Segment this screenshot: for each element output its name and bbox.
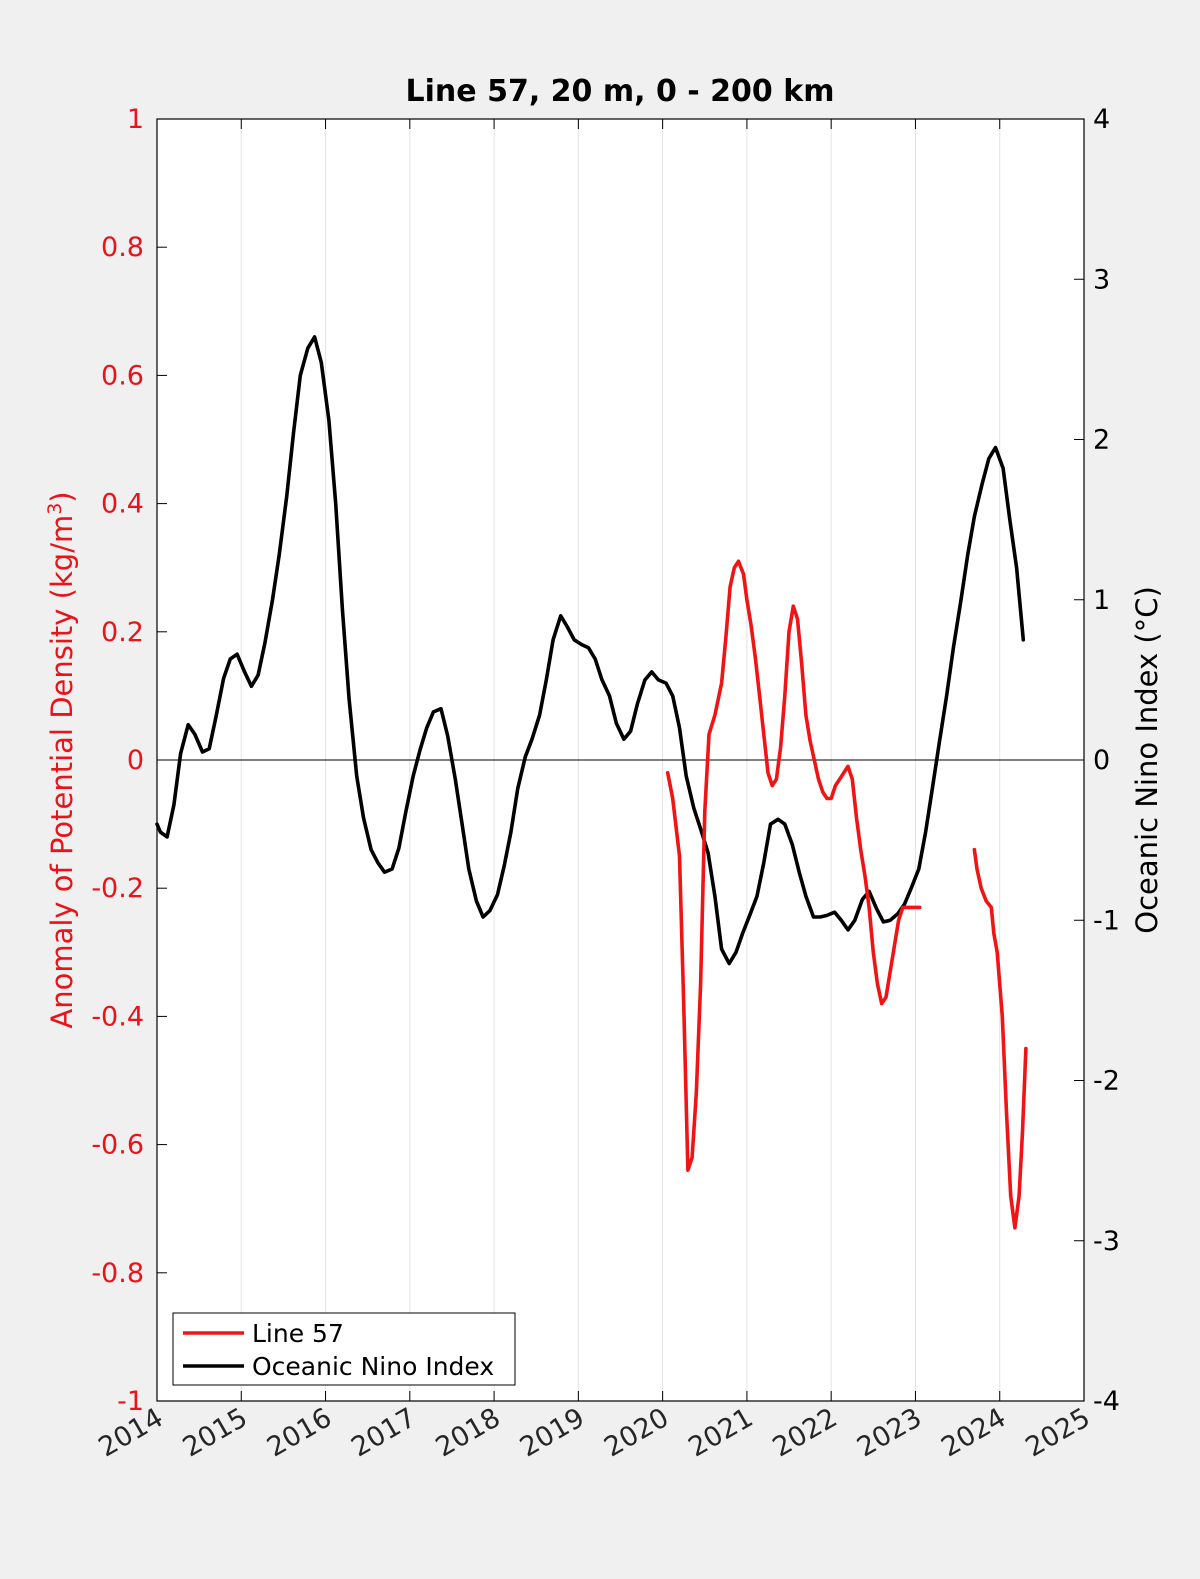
y-left-axis-label-close: ) [45, 491, 79, 502]
x-tick-label: 2018 [431, 1402, 506, 1463]
y-left-axis-label-sup: 3 [44, 503, 66, 515]
y-left-tick-label: 0 [127, 745, 144, 776]
y-left-tick-label: 1 [127, 104, 144, 135]
y-right-tick-label: 1 [1093, 585, 1110, 616]
y-left-tick-label: -0.4 [91, 1001, 144, 1032]
y-left-tick-label: 0.4 [101, 489, 144, 520]
y-left-tick-label: 0.6 [101, 360, 144, 391]
y-right-axis-label: Oceanic Nino Index (°C) [1130, 586, 1164, 934]
series-line57-segment-0 [665, 559, 922, 1172]
x-tick-label: 2017 [346, 1402, 421, 1463]
y-right-tick-label: -3 [1093, 1226, 1120, 1257]
y-right-tick-label: -1 [1093, 905, 1120, 936]
y-left-tick-label: -0.8 [91, 1258, 144, 1289]
series-line57-segment-1 [972, 847, 1028, 1230]
series-layer [155, 335, 1028, 1230]
x-tick-label: 2015 [178, 1402, 253, 1463]
x-tick-label: 2025 [1020, 1402, 1095, 1463]
y-left-axis-label: Anomaly of Potential Density (kg/m3) [44, 491, 79, 1028]
y-right-tick-label: -4 [1093, 1386, 1120, 1417]
y-right-tick-label: -2 [1093, 1066, 1120, 1097]
x-tick-label: 2019 [515, 1402, 590, 1463]
legend: Line 57 Oceanic Nino Index [172, 1312, 516, 1386]
y-right-tick-label: 4 [1093, 104, 1110, 135]
x-tick-label: 2024 [936, 1402, 1011, 1463]
x-tick-label: 2021 [683, 1402, 758, 1463]
legend-label-line57: Line 57 [252, 1319, 344, 1348]
series-oni-segment-0 [155, 335, 1026, 966]
y-left-tick-label: -0.2 [91, 873, 144, 904]
legend-label-oni: Oceanic Nino Index [252, 1352, 494, 1381]
x-tick-label: 2022 [768, 1402, 843, 1463]
x-tick-label: 2023 [852, 1402, 927, 1463]
y-left-tick-label: 0.2 [101, 617, 144, 648]
y-right-tick-label: 2 [1093, 425, 1110, 456]
y-left-axis-label-main: Anomaly of Potential Density (kg/m [45, 515, 79, 1029]
y-right-tick-label: 0 [1093, 745, 1110, 776]
y-left-tick-label: -0.6 [91, 1130, 144, 1161]
x-tick-label: 2020 [599, 1402, 674, 1463]
legend-box [172, 1312, 516, 1386]
chart-title: Line 57, 20 m, 0 - 200 km [406, 74, 835, 109]
x-tick-label: 2016 [262, 1402, 337, 1463]
y-right-tick-label: 3 [1093, 264, 1110, 295]
y-left-tick-label: -1 [117, 1386, 144, 1417]
y-left-tick-label: 0.8 [101, 232, 144, 263]
